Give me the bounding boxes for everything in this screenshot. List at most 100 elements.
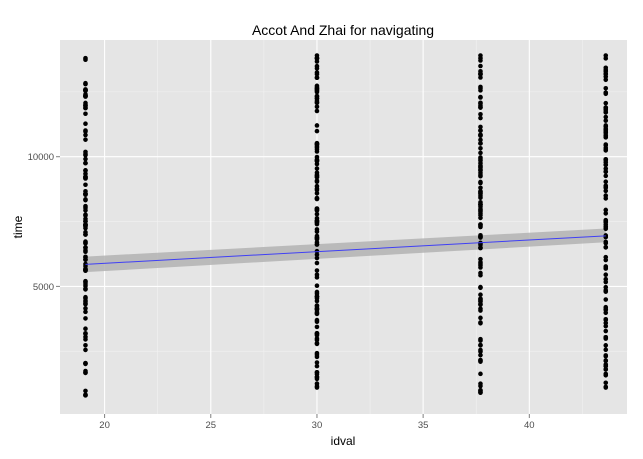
data-point [603, 304, 609, 310]
data-point [83, 57, 88, 63]
data-point [83, 295, 88, 301]
data-point [314, 166, 320, 171]
data-point [603, 90, 609, 96]
data-point [83, 388, 88, 394]
data-point [314, 381, 320, 386]
data-point [314, 221, 320, 227]
data-point [314, 260, 320, 266]
data-point [83, 245, 88, 250]
data-point [478, 315, 483, 321]
data-point [314, 154, 320, 160]
data-point [314, 140, 320, 146]
data-point [478, 163, 483, 168]
data-point [478, 115, 483, 121]
data-point [83, 132, 88, 138]
data-point [603, 132, 609, 138]
data-point [83, 212, 88, 217]
data-point [314, 149, 320, 154]
data-point [478, 199, 483, 205]
x-tick-label: 20 [99, 420, 110, 431]
data-point [314, 211, 320, 217]
data-points [83, 53, 609, 398]
data-point [603, 323, 609, 329]
data-point [314, 89, 320, 95]
y-tick-label: 10000 [28, 152, 54, 163]
data-point [314, 187, 320, 193]
data-point [83, 279, 88, 285]
data-point [314, 283, 320, 289]
data-point [603, 118, 609, 123]
data-point [478, 167, 483, 172]
data-point [603, 196, 609, 201]
data-point [478, 112, 483, 117]
data-point [478, 128, 483, 133]
data-point [478, 204, 483, 210]
data-point [478, 156, 483, 162]
data-point [314, 63, 320, 69]
data-point [83, 197, 88, 202]
data-point [603, 145, 609, 151]
data-point [83, 240, 88, 246]
data-point [478, 185, 483, 191]
data-point [478, 103, 483, 108]
data-point [83, 160, 88, 166]
data-point [83, 149, 88, 155]
data-point [603, 367, 609, 372]
data-point [478, 150, 483, 156]
y-tick-label: 5000 [33, 282, 54, 293]
data-point [83, 156, 88, 162]
data-point [478, 292, 483, 298]
data-point [478, 371, 483, 377]
data-point [314, 145, 320, 150]
data-point [478, 320, 483, 325]
data-point [83, 103, 88, 109]
data-point [603, 179, 609, 185]
data-point [603, 384, 609, 390]
data-point [478, 85, 483, 91]
data-point [83, 299, 88, 305]
data-point [478, 306, 483, 312]
regression-line [85, 235, 606, 265]
data-point [314, 242, 320, 247]
data-point [314, 128, 320, 134]
data-point [83, 128, 88, 133]
plot-panel [60, 40, 627, 414]
data-point [83, 168, 88, 173]
data-point [603, 68, 609, 74]
data-point [314, 55, 320, 61]
data-point [478, 383, 483, 389]
data-point [83, 249, 88, 255]
data-point [478, 389, 483, 395]
data-point [314, 275, 320, 280]
data-point [603, 316, 609, 322]
data-point [478, 75, 483, 80]
data-point [603, 219, 609, 224]
data-point [83, 309, 88, 315]
data-point [478, 58, 483, 63]
data-point [83, 203, 88, 209]
data-point [83, 337, 88, 342]
data-point [478, 338, 483, 343]
data-point [83, 174, 88, 180]
data-point [603, 257, 609, 263]
data-point [314, 317, 320, 323]
data-point [478, 141, 483, 146]
data-point [83, 326, 88, 332]
data-point [314, 336, 320, 341]
data-point [314, 75, 320, 81]
data-point [83, 316, 88, 321]
data-point [603, 343, 609, 348]
data-point [603, 380, 609, 386]
data-point [603, 207, 609, 213]
data-point [603, 173, 609, 179]
data-point [603, 287, 609, 293]
data-point [314, 83, 320, 89]
data-point [314, 94, 320, 99]
data-point [314, 108, 320, 114]
data-point [314, 104, 320, 110]
data-point [314, 268, 320, 273]
data-point [603, 85, 609, 91]
data-point [478, 223, 483, 229]
data-point [83, 232, 88, 237]
data-point [83, 111, 88, 117]
